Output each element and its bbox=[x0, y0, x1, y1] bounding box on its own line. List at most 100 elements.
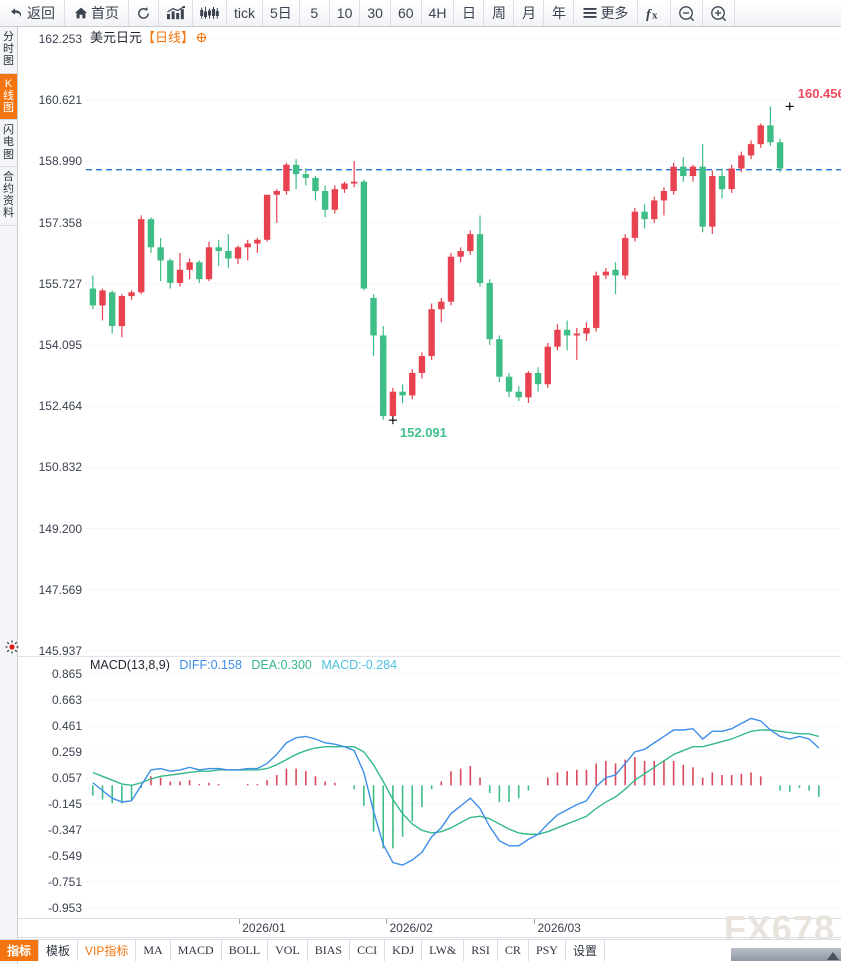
tab-bias[interactable]: BIAS bbox=[308, 940, 351, 961]
sidebar-item-contract-char: 料 bbox=[3, 207, 14, 220]
macd-y-tick-label: -0.751 bbox=[47, 875, 82, 889]
tab-kdj[interactable]: KDJ bbox=[385, 940, 423, 961]
sidebar-item-kline-char: K bbox=[4, 77, 13, 90]
period-month-button-label: 月 bbox=[521, 5, 536, 21]
period-year-button-label: 年 bbox=[551, 5, 566, 21]
back-arrow-icon bbox=[9, 6, 24, 20]
home-button[interactable]: 首页 bbox=[65, 0, 129, 26]
period-10-button-label: 10 bbox=[336, 5, 353, 21]
tab-indicators[interactable]: 指标 bbox=[0, 940, 40, 961]
timeframe-label: 【日线】 bbox=[142, 30, 195, 45]
x-axis-tick bbox=[534, 919, 536, 924]
sidebar-item-kline-char: 线 bbox=[3, 89, 14, 102]
sidebar-item-contract-char: 资 bbox=[3, 195, 14, 208]
tab-cr[interactable]: CR bbox=[498, 940, 529, 961]
bar-chart-button[interactable] bbox=[159, 0, 193, 26]
tab-vip-indicators[interactable]: VIP指标 bbox=[78, 940, 137, 961]
price-y-tick-label: 152.464 bbox=[38, 399, 82, 414]
macd-y-tick-label: 0.259 bbox=[51, 745, 82, 759]
period-week-button-label: 周 bbox=[491, 5, 506, 21]
tab-macd[interactable]: MACD bbox=[171, 940, 222, 961]
sidebar-item-timeshare-char: 分 bbox=[3, 31, 14, 43]
sidebar-item-kline-char: 图 bbox=[3, 102, 14, 115]
scroll-right-arrow-icon[interactable] bbox=[827, 952, 839, 960]
x-axis-tick-label: 2026/01 bbox=[242, 921, 286, 935]
x-axis-tick-label: 2026/02 bbox=[389, 921, 433, 935]
toolbar-spacer bbox=[735, 0, 841, 26]
macd-panel[interactable]: 0.865 0.663 0.461 0.259 0.057 -0.145 -0.347 -0.… bbox=[18, 658, 841, 918]
horizontal-scrollbar[interactable] bbox=[731, 948, 841, 961]
period-60-button-label: 60 bbox=[397, 5, 414, 21]
tab-vol[interactable]: VOL bbox=[268, 940, 308, 961]
svg-text:x: x bbox=[652, 9, 658, 21]
macd-name: MACD(13,8,9) bbox=[90, 658, 170, 672]
period-day-button[interactable]: 日 bbox=[454, 0, 485, 26]
macd-plot[interactable] bbox=[86, 658, 841, 918]
price-y-tick-label: 154.095 bbox=[38, 338, 82, 352]
low-price-label: 152.091 bbox=[399, 425, 447, 441]
candlestick-button[interactable] bbox=[193, 0, 227, 26]
price-y-tick-label: 149.200 bbox=[38, 521, 82, 536]
macd-y-tick-label: 0.663 bbox=[51, 693, 82, 707]
x-axis-tick-label: 2026/03 bbox=[537, 921, 581, 935]
more-button[interactable]: 更多 bbox=[574, 0, 639, 26]
period-5-button[interactable]: 5 bbox=[299, 0, 330, 26]
refresh-icon bbox=[136, 6, 151, 21]
tab-lwr[interactable]: LW& bbox=[422, 940, 465, 961]
macd-y-tick-label: -0.145 bbox=[47, 797, 82, 811]
zoom-out-button[interactable] bbox=[671, 0, 704, 26]
macd-y-tick-label: -0.953 bbox=[47, 901, 82, 915]
indicator-tabbar: 指标 模板 VIP指标 MA MACD BOLL VOL BIAS CCI KDJ LW& RSI CR… bbox=[0, 939, 841, 961]
period-30-button[interactable]: 30 bbox=[360, 0, 391, 26]
period-4h-button-label: 4H bbox=[428, 5, 447, 21]
tab-settings[interactable]: 设置 bbox=[566, 940, 605, 961]
price-y-tick-label: 145.937 bbox=[38, 644, 82, 658]
macd-dea-value: DEA:0.300 bbox=[251, 658, 312, 672]
sidebar-item-lightning[interactable]: 闪电图 bbox=[0, 120, 17, 167]
macd-y-tick-label: 0.865 bbox=[51, 667, 82, 681]
period-10-button[interactable]: 10 bbox=[329, 0, 361, 26]
tick-button[interactable]: tick bbox=[227, 0, 263, 26]
macd-y-tick-label: -0.549 bbox=[47, 849, 82, 863]
sidebar-item-timeshare[interactable]: 分时图 bbox=[0, 27, 17, 74]
refresh-button[interactable] bbox=[129, 0, 159, 26]
tab-cci[interactable]: CCI bbox=[350, 940, 386, 961]
tab-templates[interactable]: 模板 bbox=[39, 940, 79, 961]
period-week-button[interactable]: 周 bbox=[484, 0, 515, 26]
svg-text:f: f bbox=[646, 7, 652, 21]
more-button-label: 更多 bbox=[600, 5, 629, 21]
price-y-tick-label: 150.832 bbox=[38, 460, 82, 475]
period-5day-button[interactable]: 5日 bbox=[263, 0, 300, 26]
tab-psy[interactable]: PSY bbox=[529, 940, 566, 961]
x-axis: 2026/01 2026/02 2026/03 bbox=[18, 918, 841, 938]
period-5day-button-label: 5日 bbox=[270, 5, 292, 21]
sidebar-item-timeshare-char: 图 bbox=[3, 55, 14, 68]
tick-button-label: tick bbox=[234, 5, 255, 21]
period-day-button-label: 日 bbox=[461, 5, 476, 21]
hamburger-icon bbox=[583, 7, 597, 19]
back-button-label: 返回 bbox=[27, 5, 55, 21]
crosshair-icon[interactable] bbox=[196, 31, 207, 46]
sidebar-item-contract[interactable]: 合约资料 bbox=[0, 167, 17, 226]
tab-rsi[interactable]: RSI bbox=[464, 940, 498, 961]
back-button[interactable]: 返回 bbox=[0, 0, 65, 26]
tab-boll[interactable]: BOLL bbox=[222, 940, 269, 961]
price-panel[interactable]: 162.253 160.621 158.990 157.358 155.727 154.0… bbox=[18, 27, 841, 658]
period-month-button[interactable]: 月 bbox=[514, 0, 545, 26]
tab-ma[interactable]: MA bbox=[136, 940, 171, 961]
sun-icon[interactable] bbox=[5, 640, 19, 654]
macd-title: MACD(13,8,9) DIFF:0.158 DEA:0.300 MACD:-… bbox=[90, 658, 397, 672]
macd-y-tick-label: 0.057 bbox=[51, 771, 82, 785]
sidebar-item-contract-char: 约 bbox=[3, 183, 14, 196]
price-plot[interactable]: 160.456 152.091 bbox=[86, 27, 841, 656]
instrument-name: 美元日元 bbox=[90, 30, 143, 45]
period-year-button[interactable]: 年 bbox=[544, 0, 575, 26]
period-4h-button[interactable]: 4H bbox=[421, 0, 455, 26]
zoom-in-button[interactable] bbox=[703, 0, 736, 26]
price-y-axis: 162.253 160.621 158.990 157.358 155.727 154.0… bbox=[18, 27, 86, 658]
period-60-button[interactable]: 60 bbox=[390, 0, 422, 26]
